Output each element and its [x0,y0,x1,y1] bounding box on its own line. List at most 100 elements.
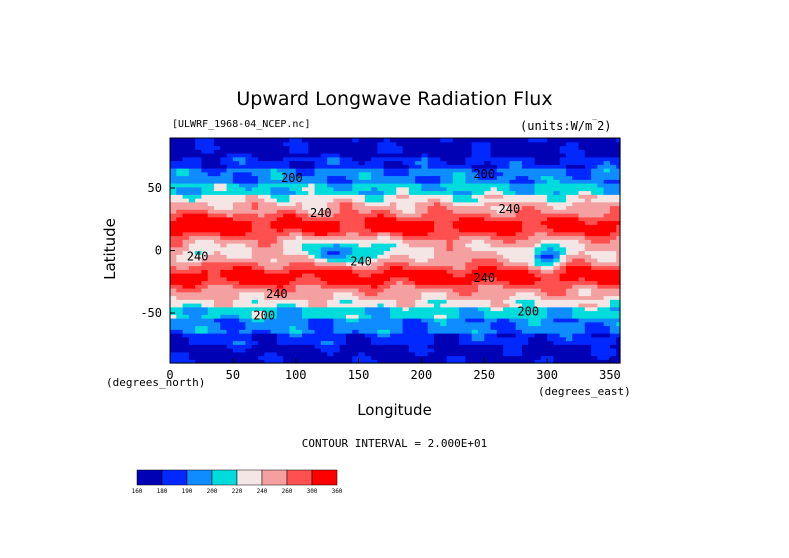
heatmap-cell [503,190,510,195]
heatmap-cell [389,310,397,315]
heatmap-cell [484,336,492,342]
heatmap-cell [251,243,259,248]
heatmap-cell [540,164,548,169]
heatmap-cell [270,175,278,180]
heatmap-cell [182,175,190,180]
heatmap-cell [245,314,253,319]
heatmap-cell [559,254,567,259]
heatmap-cell [213,138,221,143]
heatmap-cell [364,291,372,297]
heatmap-cell [565,344,573,349]
heatmap-cell [459,269,466,274]
heatmap-cell [559,213,567,218]
heatmap-cell [232,235,240,240]
heatmap-cell [446,306,454,312]
heatmap-cell [509,321,517,327]
heatmap-cell [547,348,554,353]
heatmap-cell [270,168,278,173]
heatmap-cell [239,224,247,229]
heatmap-cell [345,235,353,240]
heatmap-cell [283,314,291,319]
heatmap-cell [308,228,316,233]
heatmap-cell [553,145,561,150]
heatmap-cell [591,239,598,244]
heatmap-cell [616,246,621,252]
heatmap-cell [528,299,536,304]
heatmap-cell [188,303,196,308]
heatmap-cell [521,269,529,274]
x-tick-label: 300 [536,368,558,382]
heatmap-cell [609,190,617,195]
heatmap-cell [433,194,441,199]
heatmap-cell [547,280,554,285]
heatmap-cell [251,183,259,188]
heatmap-cell [176,288,184,293]
colorbar-label: 360 [332,488,343,495]
heatmap-cell [440,254,448,259]
heatmap-cell [245,291,253,297]
heatmap-cell [383,299,391,304]
heatmap-cell [352,168,360,173]
heatmap-cell [515,149,523,154]
heatmap-cell [201,201,209,207]
heatmap-cell [597,138,605,143]
heatmap-cell [540,171,548,177]
heatmap-cell [239,310,247,315]
x-tick-label: 50 [226,368,240,382]
heatmap-cell [283,156,291,162]
heatmap-cell [327,325,335,330]
heatmap-cell [207,160,215,165]
heatmap-cell [603,314,611,319]
heatmap-cell [333,213,341,218]
heatmap-cell [427,186,435,192]
heatmap-cell [232,138,240,143]
heatmap-cell [308,355,316,360]
heatmap-cell [170,168,177,173]
heatmap-cell [308,254,316,259]
heatmap-cell [188,340,196,345]
heatmap-cell [232,246,240,252]
heatmap-cell [591,168,598,173]
heatmap-cell [207,280,215,285]
heatmap-cell [239,213,247,218]
heatmap-cell [515,153,523,158]
heatmap-cell [182,231,190,237]
heatmap-cell [232,141,240,147]
heatmap-cell [239,344,247,349]
heatmap-cell [289,344,297,349]
heatmap-cell [170,213,177,218]
heatmap-cell [515,261,523,267]
heatmap-cell [188,333,196,338]
heatmap-cell [358,351,366,357]
colorbar-label: 190 [182,488,193,495]
heatmap-cell [496,291,504,297]
heatmap-cell [308,310,316,315]
heatmap-cell [616,168,621,173]
heatmap-cell [358,183,366,188]
heatmap-cell [188,231,196,237]
heatmap-cell [176,351,184,357]
heatmap-cell [371,156,378,162]
heatmap-cell [503,351,510,357]
heatmap-cell [471,179,479,184]
heatmap-cell [477,355,485,360]
heatmap-cell [559,351,567,357]
heatmap-cell [446,284,454,289]
heatmap-cell [358,141,366,147]
heatmap-cell [188,224,196,229]
heatmap-cell [528,348,536,353]
heatmap-cell [339,179,347,184]
heatmap-cell [408,314,416,319]
heatmap-cell [440,288,448,293]
heatmap-cell [207,269,215,274]
heatmap-cell [616,314,621,319]
heatmap-cell [603,348,611,353]
heatmap-cell [333,250,341,255]
heatmap-cell [358,231,366,237]
heatmap-cell [301,291,309,297]
heatmap-cell [333,235,341,240]
heatmap-cell [597,351,605,357]
heatmap-cell [339,295,347,300]
heatmap-cell [352,280,360,285]
heatmap-cell [251,224,259,229]
